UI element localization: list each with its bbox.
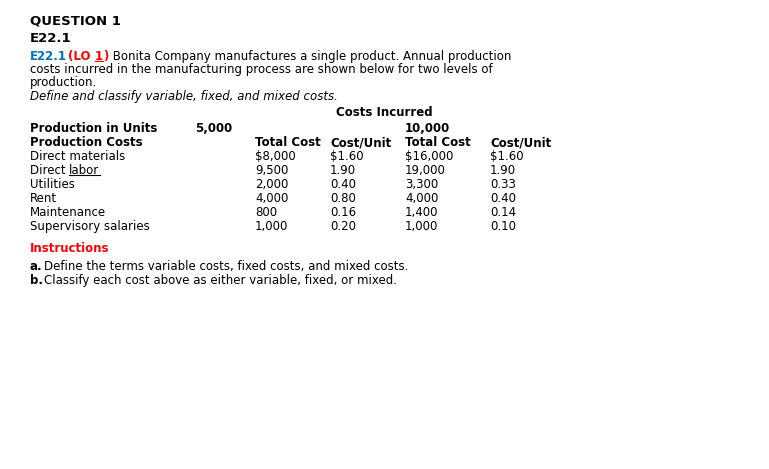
Text: Define and classify variable, fixed, and mixed costs.: Define and classify variable, fixed, and…: [30, 90, 338, 103]
Text: ): ): [103, 50, 108, 63]
Text: Bonita Company manufactures a single product. Annual production: Bonita Company manufactures a single pro…: [109, 50, 511, 63]
Text: Cost/Unit: Cost/Unit: [330, 136, 391, 149]
Text: 1,000: 1,000: [405, 220, 438, 233]
Text: Utilities: Utilities: [30, 178, 75, 191]
Text: 800: 800: [255, 206, 277, 219]
Text: 0.40: 0.40: [330, 178, 356, 191]
Text: labor: labor: [69, 164, 100, 177]
Text: 0.80: 0.80: [330, 192, 356, 205]
Text: 5,000: 5,000: [195, 122, 232, 135]
Text: Direct: Direct: [30, 164, 69, 177]
Text: 1,000: 1,000: [255, 220, 288, 233]
Text: production.: production.: [30, 76, 97, 89]
Text: Rent: Rent: [30, 192, 57, 205]
Text: $1.60: $1.60: [490, 150, 524, 163]
Text: 4,000: 4,000: [255, 192, 288, 205]
Text: 3,300: 3,300: [405, 178, 438, 191]
Text: 0.33: 0.33: [490, 178, 516, 191]
Text: $16,000: $16,000: [405, 150, 454, 163]
Text: Direct materials: Direct materials: [30, 150, 125, 163]
Text: 1: 1: [95, 50, 103, 63]
Text: Production Costs: Production Costs: [30, 136, 142, 149]
Text: 0.14: 0.14: [490, 206, 516, 219]
Text: 10,000: 10,000: [405, 122, 451, 135]
Text: 19,000: 19,000: [405, 164, 446, 177]
Text: 9,500: 9,500: [255, 164, 288, 177]
Text: Instructions: Instructions: [30, 242, 109, 255]
Text: Total Cost: Total Cost: [255, 136, 321, 149]
Text: Supervisory salaries: Supervisory salaries: [30, 220, 150, 233]
Text: Maintenance: Maintenance: [30, 206, 106, 219]
Text: $1.60: $1.60: [330, 150, 364, 163]
Text: Production in Units: Production in Units: [30, 122, 158, 135]
Text: 0.16: 0.16: [330, 206, 356, 219]
Text: 0.40: 0.40: [490, 192, 516, 205]
Text: 0.10: 0.10: [490, 220, 516, 233]
Text: costs incurred in the manufacturing process are shown below for two levels of: costs incurred in the manufacturing proc…: [30, 63, 493, 76]
Text: (LO: (LO: [68, 50, 95, 63]
Text: Total Cost: Total Cost: [405, 136, 471, 149]
Text: 1,400: 1,400: [405, 206, 438, 219]
Text: E22.1: E22.1: [30, 32, 72, 45]
Text: Define the terms variable costs, fixed costs, and mixed costs.: Define the terms variable costs, fixed c…: [44, 260, 408, 273]
Text: 1.90: 1.90: [330, 164, 356, 177]
Text: Costs Incurred: Costs Incurred: [336, 106, 433, 119]
Text: E22.1: E22.1: [30, 50, 67, 63]
Text: 1.90: 1.90: [490, 164, 516, 177]
Text: Classify each cost above as either variable, fixed, or mixed.: Classify each cost above as either varia…: [44, 274, 397, 287]
Text: $8,000: $8,000: [255, 150, 296, 163]
Text: b.: b.: [30, 274, 43, 287]
Text: a.: a.: [30, 260, 42, 273]
Text: Cost/Unit: Cost/Unit: [490, 136, 551, 149]
Text: 0.20: 0.20: [330, 220, 356, 233]
Text: 2,000: 2,000: [255, 178, 288, 191]
Text: 4,000: 4,000: [405, 192, 438, 205]
Text: QUESTION 1: QUESTION 1: [30, 14, 121, 27]
